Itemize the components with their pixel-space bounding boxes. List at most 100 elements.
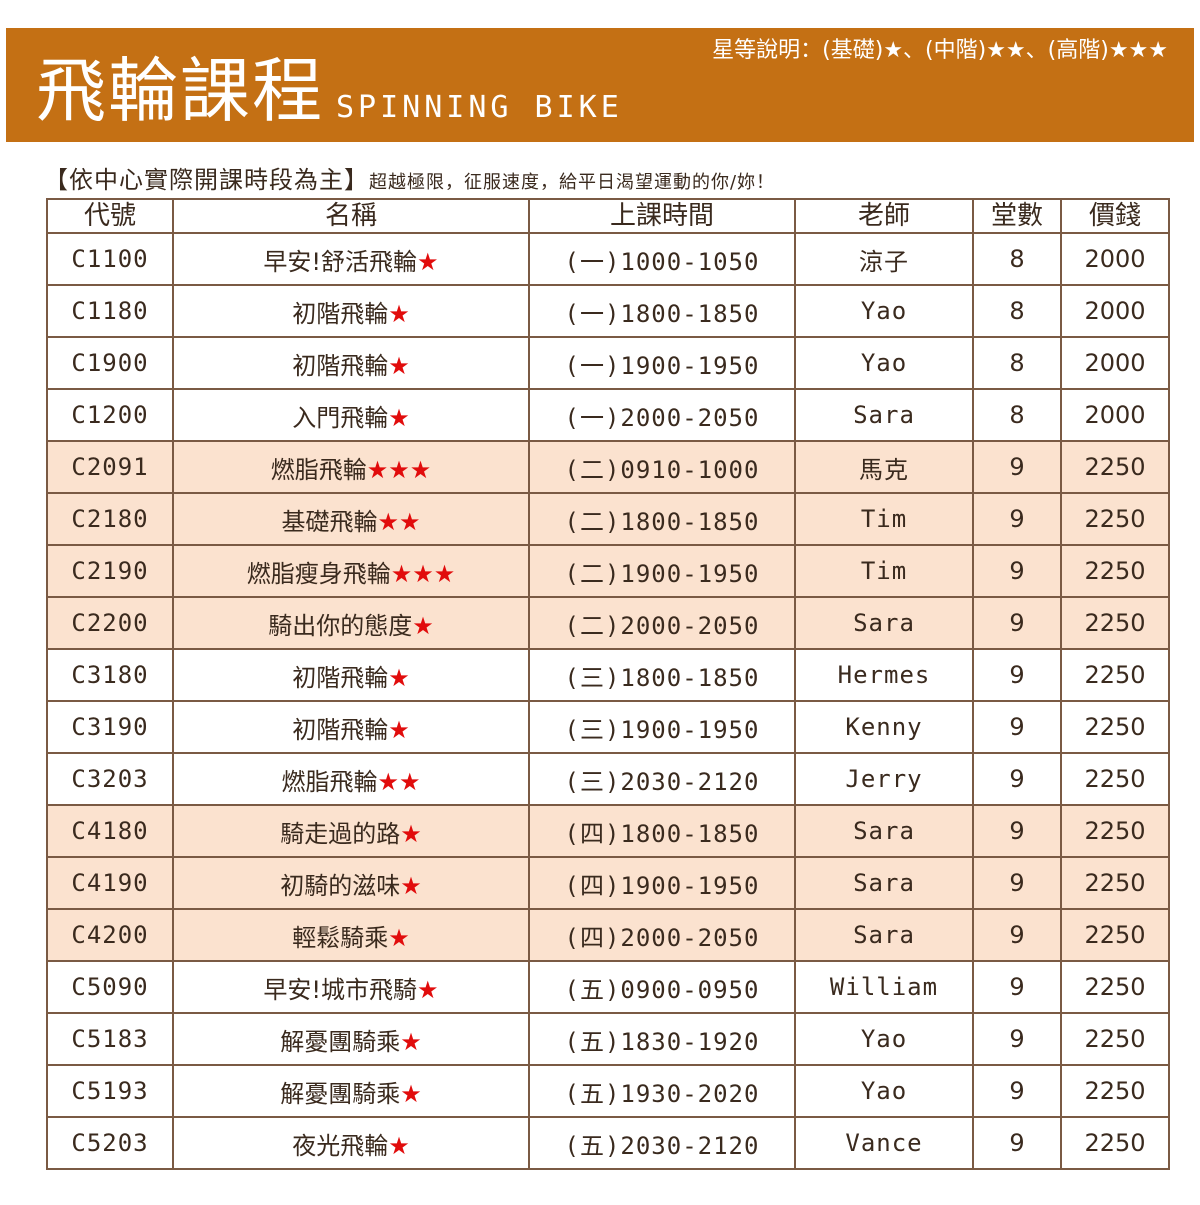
course-name-text: 夜光飛輪 xyxy=(292,1131,389,1160)
course-price: 2250 xyxy=(1060,648,1170,702)
course-code: C1900 xyxy=(46,336,174,390)
course-name-text: 燃脂飛輪 xyxy=(270,455,367,484)
course-code: C1180 xyxy=(46,284,174,338)
course-sessions: 9 xyxy=(972,752,1062,806)
course-teacher: Yao xyxy=(794,1064,974,1118)
course-teacher: Kenny xyxy=(794,700,974,754)
course-code: C5203 xyxy=(46,1116,174,1170)
course-code: C5183 xyxy=(46,1012,174,1066)
course-teacher: Jerry xyxy=(794,752,974,806)
course-code: C4200 xyxy=(46,908,174,962)
course-teacher: Sara xyxy=(794,908,974,962)
course-sessions: 9 xyxy=(972,908,1062,962)
course-sessions: 9 xyxy=(972,700,1062,754)
course-name-text: 騎出你的態度 xyxy=(268,611,413,640)
header-banner: 飛輪課程 SPINNING BIKE 星等說明：(基礎)★、(中階)★★、(高階… xyxy=(6,28,1194,142)
course-code: C5090 xyxy=(46,960,174,1014)
course-sessions: 9 xyxy=(972,440,1062,494)
table-row: C3203 燃脂飛輪★★ (三)2030-2120 Jerry 9 2250 xyxy=(46,752,1170,806)
table-row: C2091 燃脂飛輪★★★ (二)0910-1000 馬克 9 2250 xyxy=(46,440,1170,494)
course-code: C2091 xyxy=(46,440,174,494)
course-name-text: 燃脂飛輪 xyxy=(281,767,378,796)
course-teacher: Sara xyxy=(794,804,974,858)
schedule-note-main: 【依中心實際開課時段為主】 xyxy=(44,166,369,194)
course-time: (二)1800-1850 xyxy=(528,492,796,546)
course-price: 2000 xyxy=(1060,336,1170,390)
course-time: (四)1900-1950 xyxy=(528,856,796,910)
course-price: 2000 xyxy=(1060,284,1170,338)
course-sessions: 8 xyxy=(972,284,1062,338)
course-time: (二)2000-2050 xyxy=(528,596,796,650)
course-name-text: 早安!舒活飛輪 xyxy=(263,247,418,276)
course-time: (三)2030-2120 xyxy=(528,752,796,806)
table-row: C3180 初階飛輪★ (三)1800-1850 Hermes 9 2250 xyxy=(46,648,1170,702)
course-teacher: Yao xyxy=(794,336,974,390)
course-teacher: Sara xyxy=(794,388,974,442)
course-time: (三)1800-1850 xyxy=(528,648,796,702)
table-row: C3190 初階飛輪★ (三)1900-1950 Kenny 9 2250 xyxy=(46,700,1170,754)
course-name: 燃脂瘦身飛輪★★★ xyxy=(172,544,530,598)
course-sessions: 9 xyxy=(972,544,1062,598)
table-row: C4180 騎走過的路★ (四)1800-1850 Sara 9 2250 xyxy=(46,804,1170,858)
course-table: 代號 名稱 上課時間 老師 堂數 價錢 C1100 早安!舒活飛輪★ (一)1000… xyxy=(46,198,1170,1170)
course-sessions: 8 xyxy=(972,336,1062,390)
course-name: 燃脂飛輪★★ xyxy=(172,752,530,806)
star-rating: ★★ xyxy=(377,507,421,536)
course-price: 2250 xyxy=(1060,960,1170,1014)
course-sessions: 9 xyxy=(972,492,1062,546)
course-name-text: 初階飛輪 xyxy=(292,299,389,328)
course-code: C5193 xyxy=(46,1064,174,1118)
course-teacher: Yao xyxy=(794,284,974,338)
course-teacher: 涼子 xyxy=(794,232,974,286)
course-name: 輕鬆騎乘★ xyxy=(172,908,530,962)
table-row: C1100 早安!舒活飛輪★ (一)1000-1050 涼子 8 2000 xyxy=(46,232,1170,286)
star-rating: ★ xyxy=(388,663,410,692)
schedule-note-sub: 超越極限，征服速度，給平日渴望運動的你/妳！ xyxy=(369,172,776,193)
course-name: 初階飛輪★ xyxy=(172,700,530,754)
course-name: 騎出你的態度★ xyxy=(172,596,530,650)
course-name: 早安!舒活飛輪★ xyxy=(172,232,530,286)
course-name-text: 輕鬆騎乘 xyxy=(292,923,389,952)
course-name-text: 早安!城市飛騎 xyxy=(263,975,418,1004)
star-rating: ★ xyxy=(400,819,422,848)
course-name: 解憂團騎乘★ xyxy=(172,1012,530,1066)
header-teacher: 老師 xyxy=(794,198,974,234)
table-row: C1200 入門飛輪★ (一)2000-2050 Sara 8 2000 xyxy=(46,388,1170,442)
course-name-text: 入門飛輪 xyxy=(292,403,389,432)
course-price: 2250 xyxy=(1060,1064,1170,1118)
course-time: (五)1830-1920 xyxy=(528,1012,796,1066)
course-price: 2250 xyxy=(1060,804,1170,858)
course-price: 2250 xyxy=(1060,492,1170,546)
course-sessions: 9 xyxy=(972,1064,1062,1118)
course-name: 初階飛輪★ xyxy=(172,336,530,390)
star-rating: ★ xyxy=(400,1079,422,1108)
course-sessions: 9 xyxy=(972,648,1062,702)
header-name: 名稱 xyxy=(172,198,530,234)
course-teacher: Sara xyxy=(794,596,974,650)
course-name-text: 初階飛輪 xyxy=(292,715,389,744)
course-time: (一)1800-1850 xyxy=(528,284,796,338)
course-sessions: 9 xyxy=(972,1116,1062,1170)
course-time: (二)1900-1950 xyxy=(528,544,796,598)
table-row: C5090 早安!城市飛騎★ (五)0900-0950 William 9 2250 xyxy=(46,960,1170,1014)
course-code: C2200 xyxy=(46,596,174,650)
table-row: C4190 初騎的滋味★ (四)1900-1950 Sara 9 2250 xyxy=(46,856,1170,910)
course-teacher: 馬克 xyxy=(794,440,974,494)
course-time: (二)0910-1000 xyxy=(528,440,796,494)
course-code: C3203 xyxy=(46,752,174,806)
course-price: 2250 xyxy=(1060,596,1170,650)
course-time: (一)2000-2050 xyxy=(528,388,796,442)
course-code: C1100 xyxy=(46,232,174,286)
star-rating: ★ xyxy=(388,299,410,328)
course-code: C4180 xyxy=(46,804,174,858)
course-teacher: Tim xyxy=(794,544,974,598)
course-sessions: 8 xyxy=(972,388,1062,442)
course-teacher: Hermes xyxy=(794,648,974,702)
course-name: 早安!城市飛騎★ xyxy=(172,960,530,1014)
course-name-text: 初騎的滋味 xyxy=(280,871,401,900)
course-price: 2000 xyxy=(1060,388,1170,442)
course-time: (四)2000-2050 xyxy=(528,908,796,962)
course-code: C3180 xyxy=(46,648,174,702)
course-time: (四)1800-1850 xyxy=(528,804,796,858)
course-name: 騎走過的路★ xyxy=(172,804,530,858)
